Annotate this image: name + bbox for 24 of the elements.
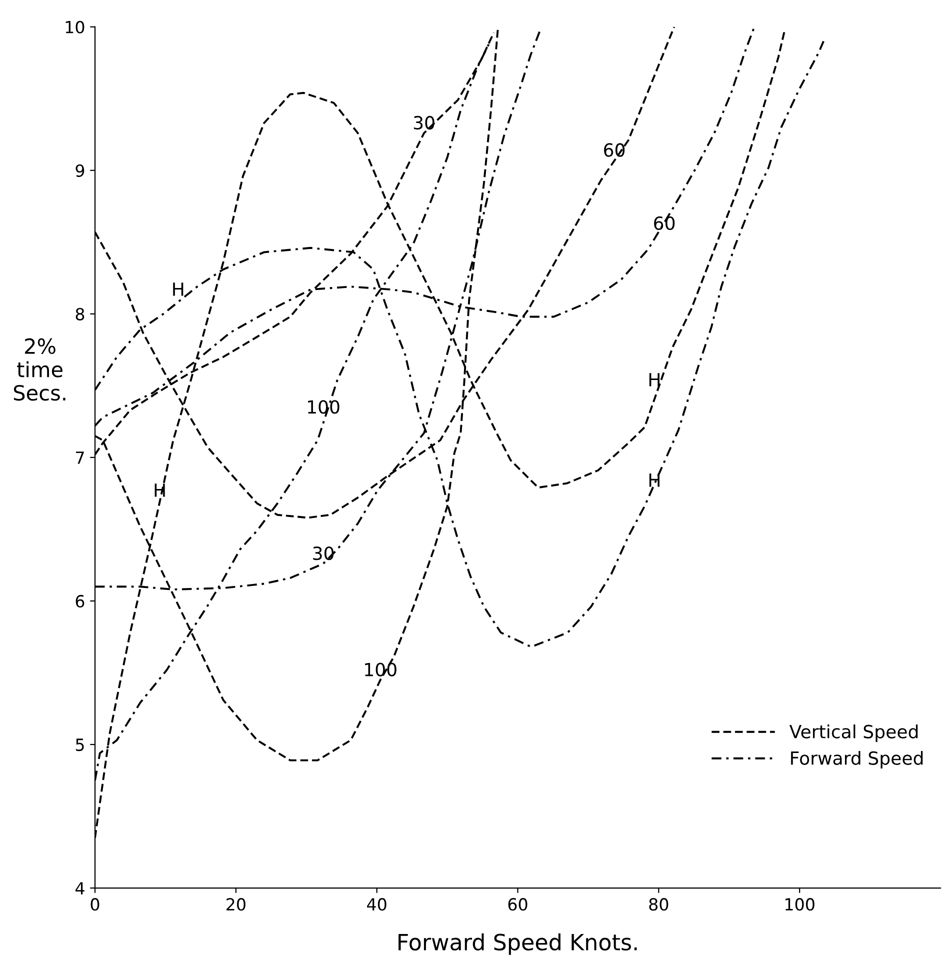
y-tick-label: 6: [76, 594, 84, 608]
annotation: 30: [414, 116, 434, 130]
x-tick-label: 60: [508, 898, 528, 911]
y-tick-label: 9: [76, 164, 84, 177]
x-tick-label: 0: [90, 898, 100, 911]
y-tick-label: 10: [66, 20, 84, 34]
annotation: 30: [313, 546, 334, 560]
annotation: 60: [604, 143, 625, 157]
y-tick-label: 7: [76, 452, 84, 464]
legend-label: Vertical Speed: [789, 724, 918, 742]
y-tick-label: 4: [75, 882, 84, 894]
annotation: H: [649, 373, 660, 386]
annotation: 100: [365, 662, 396, 676]
y-axis-title: 2% time Secs.: [14, 338, 66, 401]
annotation: 100: [308, 400, 340, 414]
x-axis-title: Forward Speed Knots.: [398, 933, 637, 955]
x-tick-label: 40: [367, 898, 386, 911]
y-tick-label: 8: [76, 308, 84, 320]
legend-label: Forward Speed: [791, 750, 923, 768]
x-tick-label: 80: [649, 898, 668, 911]
annotation: H: [173, 282, 184, 296]
x-tick-label: 20: [226, 898, 246, 911]
x-tick-label: 100: [786, 898, 814, 911]
y-tick-label: 5: [76, 738, 84, 752]
